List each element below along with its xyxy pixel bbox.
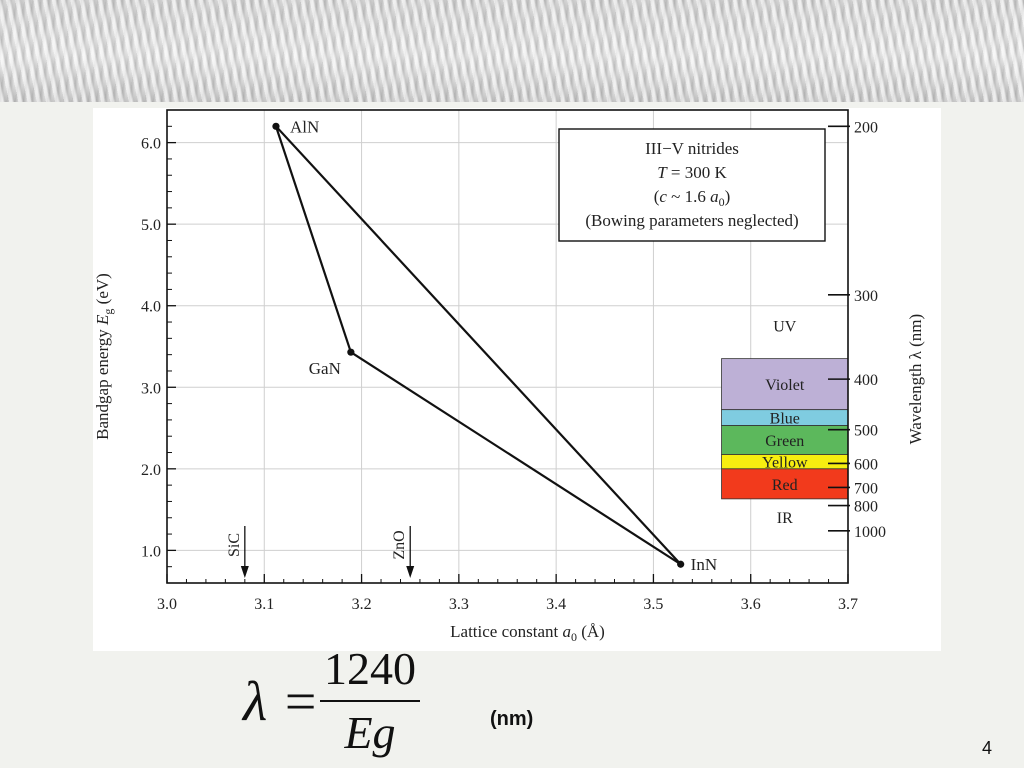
point-inn [677,560,685,568]
x-tick-label: 3.1 [254,596,274,613]
point-label-inn: InN [691,555,717,574]
substrate-label-zno: ZnO [391,530,408,559]
formula-numerator: 1240 [324,643,416,694]
plot-frame [166,109,849,584]
point-label-gan: GaN [309,359,341,378]
wavelength-tick-label: 1000 [854,524,886,541]
info-line-4: (Bowing parameters neglected) [585,211,798,230]
substrate-label-sic: SiC [226,533,243,557]
wavelength-axis-label: Wavelength λ (nm) [906,314,925,445]
wavelength-tick-label: 600 [854,456,878,473]
x-tick-label: 3.3 [449,596,469,613]
point-label-aln: AlN [290,117,319,136]
y-tick-label: 4.0 [141,299,161,316]
wavelength-tick-label: 200 [854,119,878,136]
bandgap-chart: UV Violet Blue Green Yellow Red IR 3.0 3.1 3.2 3.… [93,109,925,644]
y-tick-label: 1.0 [141,543,161,560]
band-label-red: Red [772,477,798,494]
point-aln [272,122,280,130]
header-banner [0,0,1024,102]
chart-panel: UV Violet Blue Green Yellow Red IR 3.0 3.1 3.2 3.… [93,108,941,651]
band-label-uv: UV [773,318,797,335]
formula-unit: (nm) [490,708,534,730]
wavelength-tick-label: 500 [854,423,878,440]
wavelength-formula: λ = 1240 Eg [240,643,440,762]
x-tick-label: 3.2 [352,596,372,613]
band-label-violet: Violet [765,377,805,394]
substrate-arrowhead-sic [240,566,249,578]
x-tick-label: 3.5 [643,596,663,613]
wavelength-tick-label: 300 [854,288,878,305]
formula-lhs: λ = [243,671,320,733]
edge-gan-inn [350,351,682,566]
wavelength-tick-label: 700 [854,480,878,497]
wavelength-tick-label: 800 [854,499,878,516]
y-tick-label: 5.0 [141,217,161,234]
info-box [558,128,826,242]
x-axis-label: Lattice constant a0 (Å) [450,622,605,644]
x-tick-label: 3.4 [546,596,566,613]
formula-fraction-bar [320,700,420,702]
band-label-blue: Blue [770,411,800,428]
y-tick-label: 2.0 [141,462,161,479]
band-label-green: Green [765,433,804,450]
x-tick-label: 3.6 [741,596,761,613]
point-gan [347,348,355,356]
band-red [721,468,849,500]
x-tick-label: 3.0 [157,596,177,613]
y-axis-label: Bandgap energy Eg (eV) [93,273,115,440]
substrate-arrowhead-zno [406,566,415,578]
y-tick-label: 6.0 [141,136,161,153]
info-line-1: III−V nitrides [645,139,739,158]
edge-aln-gan [274,125,352,353]
band-label-yellow: Yellow [762,455,808,472]
info-line-3: (c ~ 1.6 a0) [654,187,731,209]
formula-denominator: Eg [344,707,396,758]
info-line-2: T = 300 K [657,163,727,182]
edge-inn-aln [275,125,682,565]
x-tick-label: 3.7 [838,596,858,613]
page-number: 4 [982,738,993,758]
wavelength-tick-label: 400 [854,372,878,389]
band-green [721,425,849,455]
band-label-ir: IR [777,510,793,527]
y-tick-label: 3.0 [141,380,161,397]
